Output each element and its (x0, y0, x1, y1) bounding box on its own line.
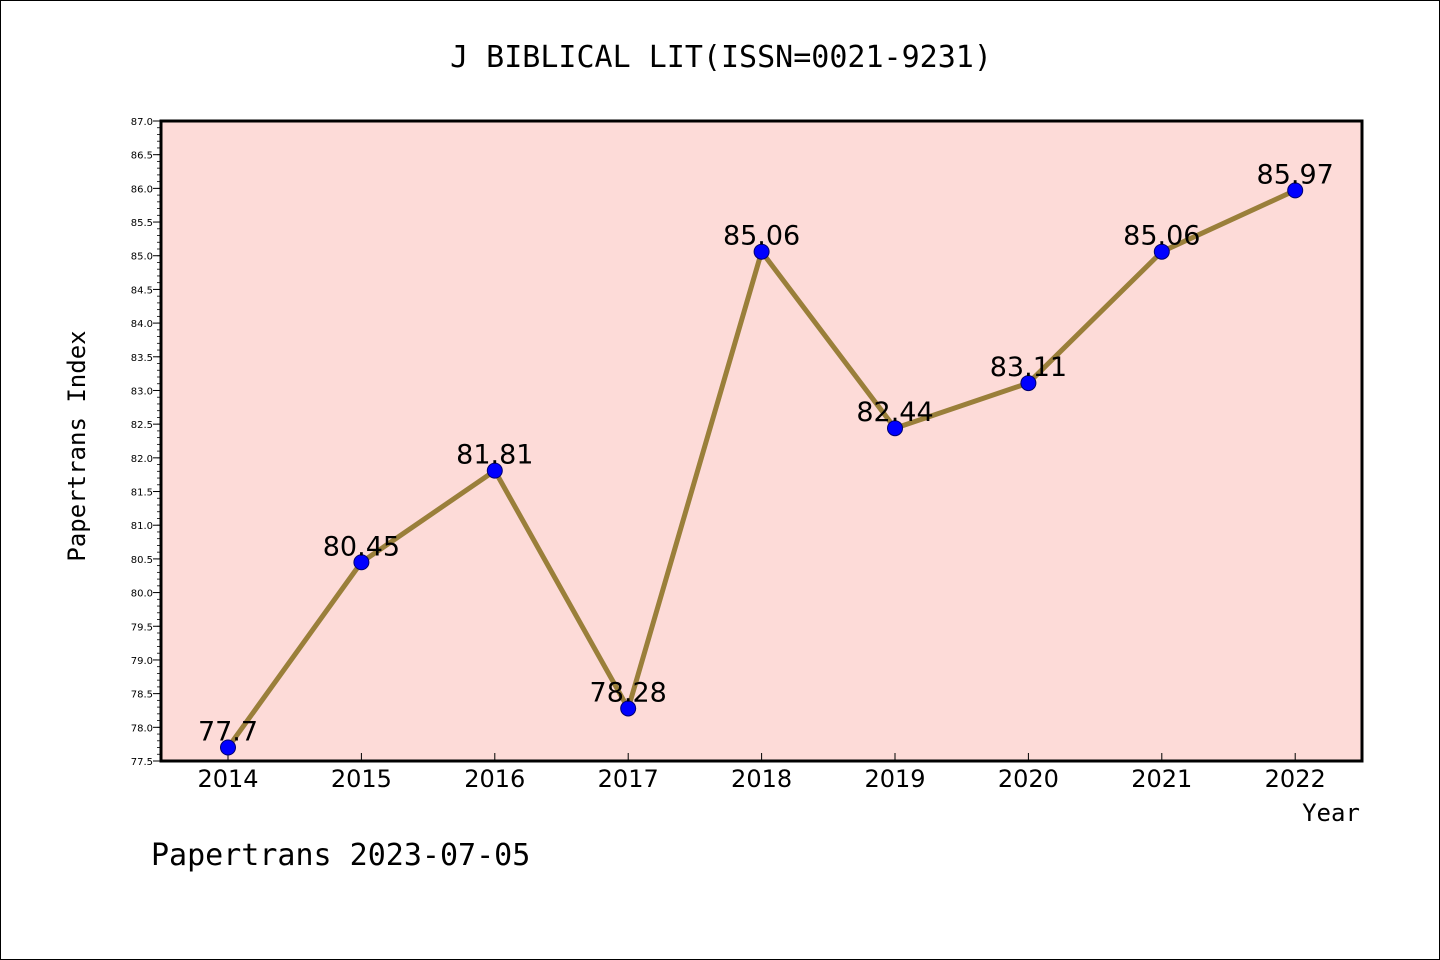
x-tick-label: 2018 (731, 765, 792, 793)
x-axis: 2014 2015 2016 2017 2018 2019 2020 2021 2022 (197, 753, 1326, 793)
y-tick-label: 78.5 (131, 690, 153, 701)
data-point (887, 420, 903, 437)
x-tick-label: 2017 (598, 765, 659, 793)
plot-area (161, 121, 1362, 761)
data-label: 85.06 (1123, 221, 1200, 252)
y-tick-label: 82.5 (131, 420, 153, 431)
data-label: 83.11 (990, 352, 1067, 383)
data-point (1153, 243, 1170, 260)
x-tick-label: 2019 (864, 765, 925, 793)
y-tick-label: 84.5 (131, 285, 153, 296)
data-label: 78.28 (590, 677, 667, 708)
x-tick-label: 2020 (998, 765, 1059, 793)
data-point (753, 243, 770, 260)
y-tick-label: 83.5 (131, 353, 153, 364)
y-tick-label: 86.5 (131, 151, 153, 162)
x-tick-label: 2014 (197, 765, 258, 793)
y-tick-label: 85.5 (131, 218, 153, 229)
plot-border (159, 119, 1364, 763)
chart-title: J BIBLICAL LIT(ISSN=0021-9231) (450, 40, 992, 75)
data-labels: 77.7 80.45 81.81 78.28 85.06 82.44 83.11 85.06 8… (198, 159, 1334, 747)
y-tick-label: 79.0 (131, 656, 153, 667)
data-point (353, 554, 370, 571)
y-tick-label: 87.0 (131, 117, 153, 128)
y-tick-label: 84.0 (131, 319, 153, 330)
y-tick-label: 82.0 (131, 454, 153, 465)
data-point (1020, 375, 1037, 392)
data-point (220, 739, 236, 756)
y-tick-label: 77.5 (131, 757, 153, 768)
y-tick-label: 81.5 (131, 488, 153, 499)
y-tick-label: 85.0 (131, 252, 153, 263)
y-tick-label: 80.5 (131, 555, 153, 566)
x-tick-label: 2022 (1265, 765, 1326, 793)
data-label: 85.97 (1257, 159, 1334, 190)
y-tick-label: 80.0 (131, 589, 153, 600)
data-label: 80.45 (323, 531, 400, 562)
y-tick-label: 83.0 (131, 386, 153, 397)
x-tick-label: 2021 (1131, 765, 1192, 793)
y-tick-label: 78.0 (131, 723, 153, 734)
x-tick-label: 2016 (464, 765, 525, 793)
x-axis-title: Year (1302, 799, 1360, 827)
y-tick-label: 81.0 (131, 521, 153, 532)
footer-note: Papertrans 2023-07-05 (151, 838, 530, 873)
x-tick-label: 2015 (331, 765, 392, 793)
data-point (620, 700, 637, 717)
data-point (486, 462, 503, 479)
data-markers (220, 182, 1304, 756)
data-label: 77.7 (198, 717, 258, 748)
data-point (1287, 182, 1304, 199)
data-label: 85.06 (723, 221, 800, 252)
y-tick-label: 79.5 (131, 622, 153, 633)
data-label: 81.81 (456, 440, 533, 471)
y-axis: 77.5 78.0 78.5 79.0 79.5 80.0 80.5 81.0 81.5 82.0… (131, 117, 161, 768)
data-label: 82.44 (856, 397, 933, 428)
y-tick-label: 86.0 (131, 184, 153, 195)
y-axis-title: Papertrans Index (63, 330, 91, 561)
